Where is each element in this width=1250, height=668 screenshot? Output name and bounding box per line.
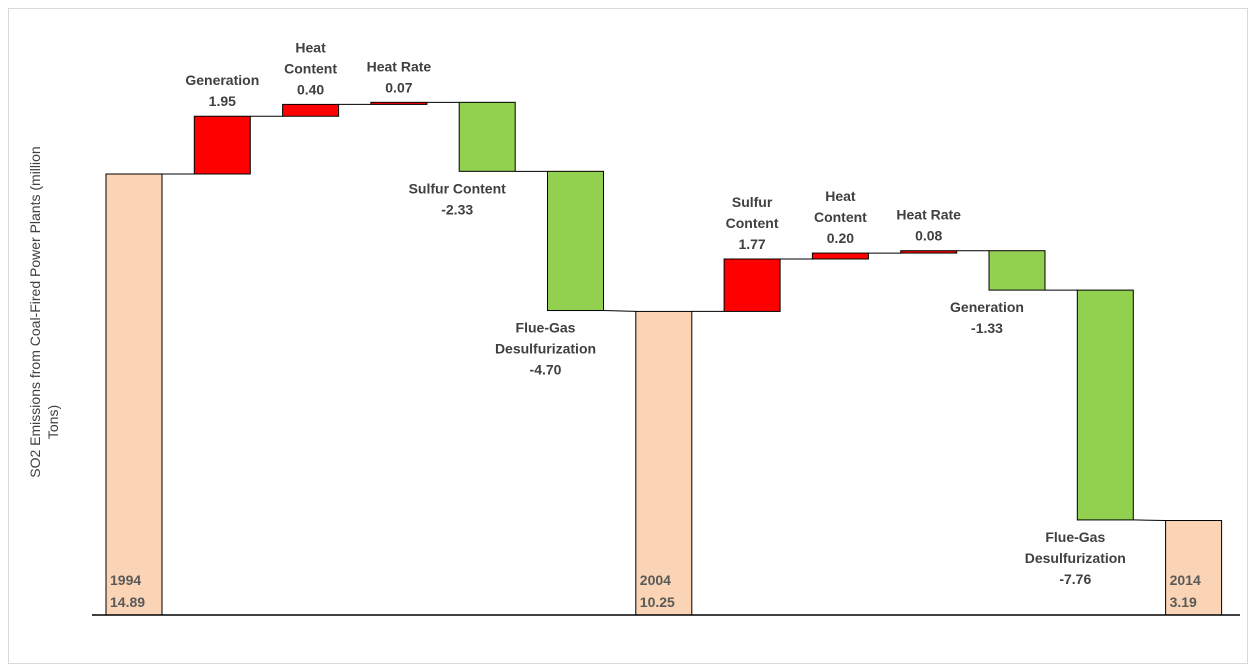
bar-decrease-11: [1076, 289, 1134, 521]
category-label-2-0: Heat: [295, 39, 326, 55]
data-label-5: -4.70: [530, 362, 562, 378]
data-label-2: 0.40: [297, 81, 324, 97]
data-label-8: 0.20: [827, 230, 854, 246]
data-label-3: 0.07: [385, 79, 412, 95]
connector-line-6: [603, 310, 636, 312]
category-label-3-0: Heat Rate: [367, 58, 432, 74]
category-label-8-0: Heat: [825, 188, 856, 204]
category-label-7-0: Sulfur: [732, 194, 773, 210]
bar-increase-1: [193, 115, 251, 175]
category-label-1-0: Generation: [185, 72, 259, 88]
total-label-6: 2004: [640, 572, 671, 588]
data-label-4: -2.33: [441, 201, 473, 217]
data-label-10: -1.33: [971, 320, 1003, 336]
data-label-7: 1.77: [738, 236, 765, 252]
bar-increase-7: [723, 258, 781, 312]
connector-line-12: [1133, 519, 1166, 522]
y-axis-label-line-1: SO2 Emissions from Coal-Fired Power Plan…: [27, 146, 43, 477]
category-label-11-1: Desulfurization: [1025, 550, 1126, 566]
data-label-9: 0.08: [915, 228, 942, 244]
total-label-0: 1994: [110, 572, 141, 588]
bar-total-0: [105, 173, 163, 616]
category-label-11-0: Flue-Gas: [1045, 529, 1105, 545]
total-value-6: 10.25: [640, 594, 675, 610]
total-label-12: 2014: [1170, 572, 1201, 588]
data-label-1: 1.95: [209, 93, 236, 109]
chart-marks: 1994 14.89 Generation 1.95 Heat Content 0.40 He…: [105, 39, 1223, 616]
total-value-0: 14.89: [110, 594, 145, 610]
bar-decrease-10: [988, 250, 1046, 291]
category-label-5-0: Flue-Gas: [516, 320, 576, 336]
category-label-8-1: Content: [814, 209, 867, 225]
bar-increase-9: [900, 250, 958, 254]
category-label-7-1: Content: [726, 215, 779, 231]
category-label-5-1: Desulfurization: [495, 341, 596, 357]
bar-increase-2: [282, 103, 340, 117]
category-label-4-0: Sulfur Content: [409, 180, 507, 196]
bar-increase-8: [811, 252, 869, 260]
category-label-2-1: Content: [284, 60, 337, 76]
bar-total-12: [1165, 520, 1223, 616]
total-value-12: 3.19: [1170, 594, 1197, 610]
y-axis-label-line-2: Tons): [45, 405, 61, 439]
bar-increase-3: [370, 101, 428, 105]
bar-total-6: [635, 310, 693, 616]
bar-decrease-5: [547, 170, 604, 312]
category-label-10-0: Generation: [950, 299, 1024, 315]
category-label-9-0: Heat Rate: [896, 207, 961, 223]
bar-decrease-4: [458, 101, 516, 172]
data-label-11: -7.76: [1059, 571, 1091, 587]
